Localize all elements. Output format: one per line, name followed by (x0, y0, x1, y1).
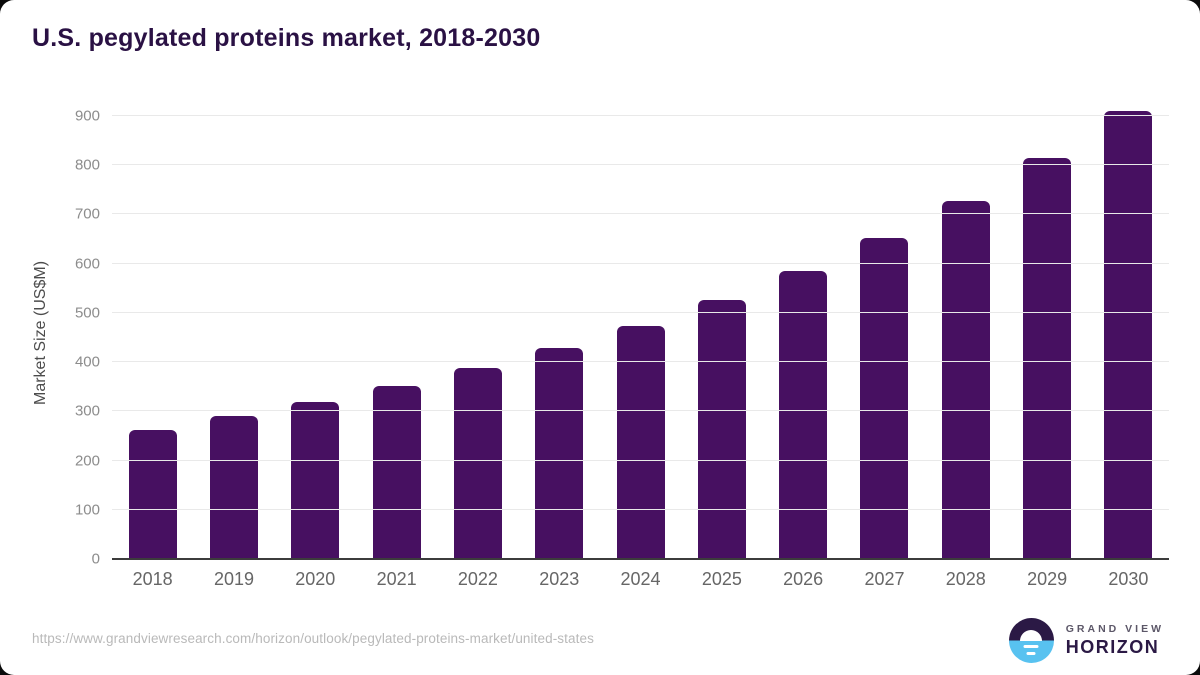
x-tick-label-2019: 2019 (213, 569, 254, 589)
gridline-700 (112, 213, 1169, 215)
bar-slot-2030 (1088, 106, 1169, 559)
y-tick-label-600: 600 (74, 255, 100, 273)
x-tick-label-2018: 2018 (132, 569, 173, 589)
bar-slot-2028 (925, 106, 1006, 559)
bar-2023[interactable] (535, 348, 584, 559)
sun-shape (1020, 629, 1043, 641)
gridline-500 (112, 311, 1169, 313)
x-axis-line (112, 558, 1169, 560)
page-title: U.S. pegylated proteins market, 2018-203… (32, 24, 541, 52)
gridline-300 (112, 410, 1169, 412)
gridline-800 (112, 164, 1169, 166)
bar-slot-2023 (519, 106, 600, 559)
x-tick-label-2024: 2024 (620, 569, 661, 589)
bar-2022[interactable] (453, 367, 502, 559)
y-tick-label-100: 100 (74, 501, 100, 519)
bar-slot-2019 (193, 106, 274, 559)
bar-2026[interactable] (779, 270, 828, 559)
y-tick-label-500: 500 (74, 304, 100, 322)
bar-2027[interactable] (860, 237, 909, 559)
bar-2021[interactable] (372, 386, 421, 559)
bar-slot-2029 (1006, 106, 1087, 559)
bar-2024[interactable] (616, 325, 665, 559)
logo-text-horizon: HORIZON (1065, 637, 1160, 657)
bar-2030[interactable] (1104, 111, 1153, 559)
bar-2018[interactable] (128, 429, 177, 559)
bar-slot-2025 (681, 106, 762, 559)
x-tick-label-2022: 2022 (457, 569, 498, 589)
logo-text: GRAND VIEW HORIZON (1066, 623, 1164, 658)
bar-slot-2027 (844, 106, 925, 559)
bar-2025[interactable] (697, 299, 746, 559)
bar-slot-2021 (356, 106, 437, 559)
x-tick-label-2023: 2023 (539, 569, 580, 589)
y-tick-label-700: 700 (74, 205, 100, 223)
x-tick-label-2027: 2027 (864, 569, 905, 589)
y-tick-label-800: 800 (74, 156, 100, 174)
x-tick-label-2029: 2029 (1027, 569, 1068, 589)
sun-reflection-line-1 (1023, 644, 1039, 648)
gridline-400 (112, 361, 1169, 363)
bar-2020[interactable] (291, 401, 340, 559)
sun-reflection-line-2 (1026, 651, 1036, 655)
bar-2019[interactable] (209, 416, 258, 559)
bars (112, 106, 1169, 559)
gridline-100 (112, 508, 1169, 510)
x-tick-label-2028: 2028 (945, 569, 986, 589)
logo-text-grand-view: GRAND VIEW (1065, 623, 1164, 635)
x-axis-labels: 2018 2019 2020 2021 2022 2023 2024 2025 2026 2027… (112, 569, 1169, 590)
x-tick-label-2025: 2025 (701, 569, 742, 589)
x-tick-label-2030: 2030 (1108, 569, 1149, 589)
gridline-600 (112, 262, 1169, 264)
gridline-200 (112, 459, 1169, 461)
bar-2028[interactable] (941, 200, 990, 559)
bar-slot-2022 (437, 106, 518, 559)
grand-view-horizon-logo[interactable]: GRAND VIEW HORIZON (1008, 618, 1164, 663)
y-tick-label-900: 900 (74, 107, 100, 125)
bar-2029[interactable] (1023, 158, 1072, 559)
bar-slot-2024 (600, 106, 681, 559)
gridline-900 (112, 115, 1169, 116)
y-axis-title: Market Size (US$M) (32, 260, 49, 405)
source-url: https://www.grandviewresearch.com/horizo… (32, 631, 594, 646)
y-tick-label-300: 300 (74, 402, 100, 420)
x-tick-label-2021: 2021 (376, 569, 417, 589)
bar-slot-2020 (275, 106, 356, 559)
x-tick-label-2026: 2026 (783, 569, 824, 589)
y-tick-label-400: 400 (74, 353, 100, 371)
horizon-sun-icon (1008, 618, 1054, 663)
y-tick-label-200: 200 (74, 452, 100, 470)
plot-area: 0 100 200 300 400 500 600 700 800 900 (75, 106, 1169, 567)
bar-slot-2018 (112, 106, 193, 559)
y-tick-label-0: 0 (91, 550, 100, 568)
bar-slot-2026 (763, 106, 844, 559)
x-tick-label-2020: 2020 (295, 569, 336, 589)
